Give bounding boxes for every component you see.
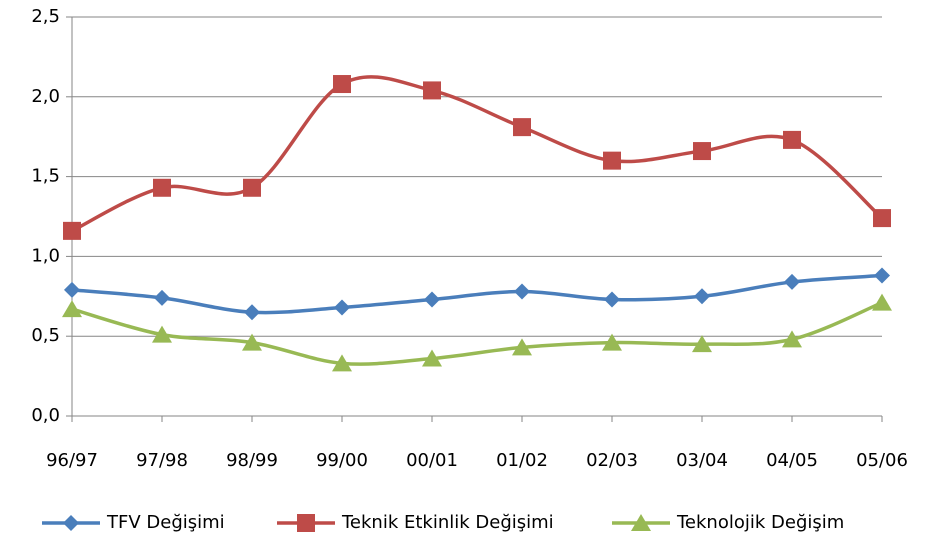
series-line [71, 75, 884, 233]
marker [244, 304, 260, 321]
marker [694, 288, 710, 305]
series-line [71, 273, 883, 315]
marker [783, 130, 801, 149]
marker [513, 118, 531, 137]
marker [872, 293, 892, 311]
legend-item: Teknolojik Değişim [612, 512, 844, 533]
marker [297, 514, 315, 532]
x-tick-label: 04/05 [766, 450, 818, 471]
marker [602, 333, 622, 351]
marker [874, 267, 890, 284]
x-tick-label: 96/97 [46, 450, 98, 471]
marker [512, 338, 532, 356]
y-tick-label: 1,5 [31, 166, 60, 187]
marker [423, 81, 441, 100]
marker [692, 335, 712, 353]
y-tick-label: 2,0 [31, 86, 60, 107]
y-tick-label: 0,0 [31, 405, 60, 426]
marker [64, 281, 80, 298]
y-tick-label: 2,5 [31, 6, 60, 27]
marker [604, 291, 620, 308]
marker [603, 151, 621, 170]
marker [152, 325, 172, 343]
x-tick-label: 03/04 [676, 450, 728, 471]
marker [422, 349, 442, 367]
marker [631, 514, 651, 531]
y-tick-label: 1,0 [31, 245, 60, 266]
marker [63, 221, 81, 240]
marker [332, 354, 352, 372]
legend-label: Teknolojik Değişim [676, 512, 844, 533]
marker [63, 515, 79, 531]
x-tick-label: 98/99 [226, 450, 278, 471]
x-tick-label: 05/06 [856, 450, 908, 471]
marker [873, 209, 891, 228]
marker [154, 289, 170, 306]
legend-label: Teknik Etkinlik Değişimi [341, 512, 554, 533]
marker [782, 330, 802, 348]
marker [242, 333, 262, 351]
marker [333, 75, 351, 94]
legend-item: Teknik Etkinlik Değişimi [277, 512, 554, 533]
marker [334, 299, 350, 316]
marker [693, 142, 711, 161]
marker [514, 283, 530, 300]
marker [62, 300, 82, 318]
x-tick-label: 01/02 [496, 450, 548, 471]
series-line [71, 301, 883, 366]
x-tick-label: 00/01 [406, 450, 458, 471]
marker [153, 178, 171, 197]
x-tick-label: 02/03 [586, 450, 638, 471]
y-tick-label: 0,5 [31, 325, 60, 346]
legend-label: TFV Değişimi [106, 512, 225, 533]
marker [784, 273, 800, 290]
x-tick-label: 97/98 [136, 450, 188, 471]
marker [243, 178, 261, 197]
marker [424, 291, 440, 308]
legend-item: TFV Değişimi [42, 512, 225, 533]
x-tick-label: 99/00 [316, 450, 368, 471]
